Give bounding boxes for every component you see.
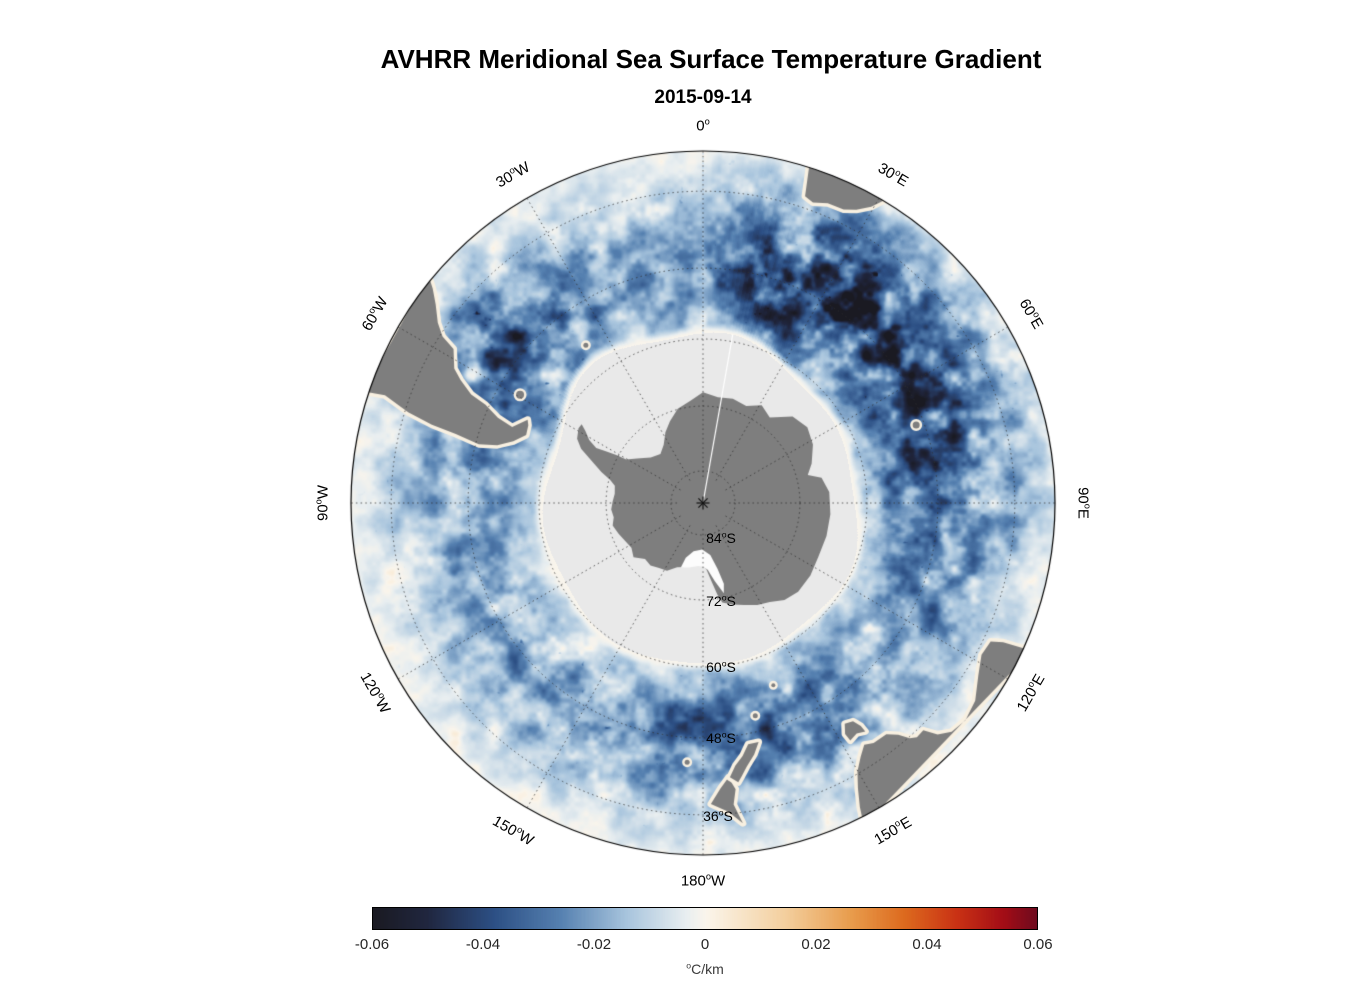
colorbar-tick-6: 0.06 — [1023, 936, 1053, 953]
colorbar — [372, 907, 1038, 930]
colorbar-tick-4: 0.02 — [801, 936, 831, 953]
lat-label-60s: 60oS — [706, 658, 736, 675]
figure-title: AVHRR Meridional Sea Surface Temperature… — [380, 44, 1042, 74]
colorbar-gradient — [373, 908, 1037, 929]
lon-label-0: 0o — [696, 116, 710, 135]
colorbar-ticks: -0.06 -0.04 -0.02 0 0.02 0.04 0.06 — [355, 936, 1053, 956]
lat-label-36s: 36oS — [703, 807, 733, 824]
lon-label-180w: 180oW — [680, 871, 726, 890]
lat-label-72s: 72oS — [706, 592, 736, 609]
colorbar-tick-3: 0 — [700, 936, 710, 953]
lon-label-90w: 90oW — [313, 484, 332, 522]
lat-label-84s: 84oS — [706, 529, 736, 546]
lat-label-48s: 48oS — [706, 729, 736, 746]
colorbar-tick-2: -0.02 — [576, 936, 612, 953]
colorbar-tick-5: 0.04 — [912, 936, 942, 953]
lon-label-90e: 90oE — [1074, 487, 1093, 519]
figure-subtitle: 2015-09-14 — [654, 87, 752, 108]
colorbar-tick-0: -0.06 — [354, 936, 390, 953]
polar-map-canvas — [323, 123, 1083, 883]
colorbar-tick-1: -0.04 — [465, 936, 501, 953]
colorbar-unit-label: oC/km — [686, 960, 724, 977]
